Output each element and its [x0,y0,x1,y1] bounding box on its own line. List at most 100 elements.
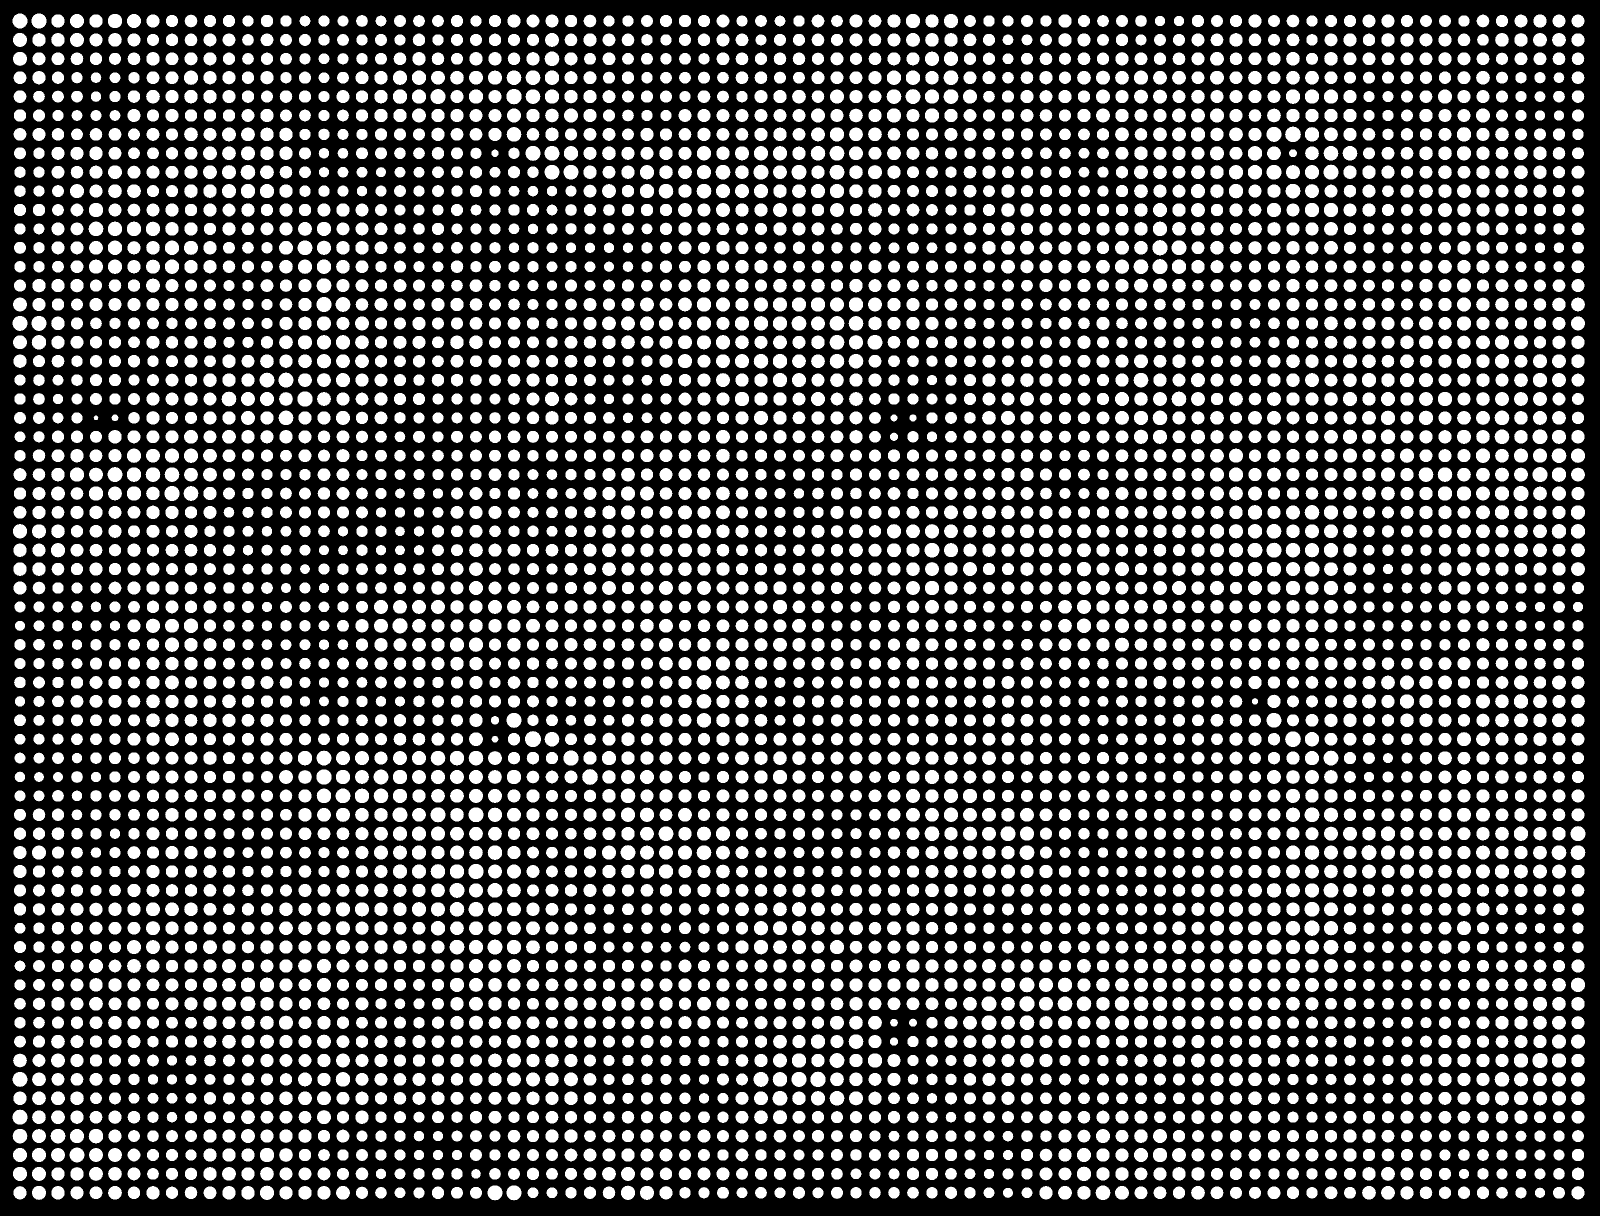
halftone-dot [849,524,863,539]
halftone-dot [298,921,312,936]
halftone-dot [31,1147,47,1163]
halftone-dot [1420,601,1432,613]
halftone-dot [1267,902,1281,917]
halftone-dot [696,297,712,312]
halftone-dot [411,89,427,104]
halftone-dot [1039,524,1053,539]
halftone-dot [1001,581,1015,595]
halftone-dot [109,317,121,330]
halftone-dot [640,997,654,1011]
halftone-dot [1305,468,1319,481]
halftone-dot [1001,940,1015,954]
halftone-dot [299,166,311,179]
halftone-dot [1457,959,1471,973]
halftone-dot [868,165,882,180]
halftone-dot [470,15,482,27]
halftone-dot [1457,543,1471,557]
halftone-dot [1552,411,1566,425]
halftone-dot [469,978,483,992]
halftone-dot [261,260,273,273]
halftone-dot [395,526,405,537]
halftone-dot [545,1110,559,1124]
halftone-dot [564,506,578,519]
halftone-dot [1401,638,1413,651]
halftone-dot [451,1130,463,1142]
halftone-dot [983,279,995,292]
halftone-dot [1571,676,1585,689]
halftone-dot [1552,826,1566,841]
halftone-dot [1267,959,1281,973]
halftone-dot [469,166,483,179]
halftone-dot [204,525,216,537]
halftone-dot [1020,1053,1034,1068]
halftone-dot [507,902,521,917]
halftone-dot [1343,411,1357,425]
halftone-dot [184,279,198,292]
halftone-dot [1514,751,1528,765]
halftone-dot [602,808,616,822]
halftone-dot [127,1035,141,1049]
halftone-dot [203,298,217,311]
halftone-dot [412,1054,426,1067]
halftone-dot [451,1111,463,1123]
halftone-dot [564,335,578,349]
halftone-dot [393,1073,407,1086]
halftone-dot [1495,317,1509,330]
halftone-dot [564,921,578,935]
halftone-dot [1475,448,1491,463]
halftone-dot [1021,34,1033,46]
halftone-dot [887,732,901,746]
halftone-dot [1059,714,1071,726]
halftone-dot [70,449,84,463]
halftone-dot [165,505,179,520]
halftone-dot [165,1148,179,1162]
halftone-dot [507,657,521,670]
halftone-dot [944,487,958,500]
halftone-dot [1133,372,1149,388]
halftone-dot [964,147,976,159]
halftone-dot [127,732,141,746]
halftone-dot [679,1111,691,1123]
halftone-dot [1248,222,1262,236]
halftone-dot [1572,922,1584,934]
halftone-dot [1172,619,1186,633]
halftone-dot [1513,694,1529,709]
halftone-dot [1286,108,1300,123]
halftone-dot [241,146,255,161]
halftone-dot [299,185,311,197]
halftone-dot [88,1128,104,1144]
halftone-dot [735,827,749,840]
halftone-dot [1363,71,1375,84]
halftone-dot [1039,543,1053,558]
halftone-dot [1248,883,1262,898]
halftone-dot [717,1073,729,1086]
halftone-dot [1134,676,1148,689]
halftone-dot [336,354,350,369]
halftone-dot [772,316,788,331]
halftone-dot [1438,259,1452,274]
halftone-dot [563,146,579,161]
halftone-dot [297,259,313,274]
halftone-dot [223,1073,235,1085]
halftone-dot [659,128,673,141]
halftone-dot [1382,922,1394,934]
halftone-dot [944,883,958,898]
halftone-dot [622,923,634,934]
halftone-dot [1323,939,1339,955]
halftone-dot [1381,52,1395,66]
halftone-dot [772,146,788,161]
halftone-dot [716,864,730,879]
halftone-dot [1077,335,1091,349]
halftone-dot [564,978,578,992]
halftone-dot [982,260,996,273]
halftone-dot [298,90,312,103]
halftone-dot [1248,203,1262,217]
halftone-dot [830,1072,844,1087]
halftone-dot [1152,202,1168,218]
halftone-dot [1382,790,1394,802]
halftone-dot [1039,996,1053,1011]
halftone-dot [1515,601,1527,613]
halftone-dot [242,884,254,897]
halftone-dot [1438,335,1452,350]
halftone-dot [469,449,483,462]
